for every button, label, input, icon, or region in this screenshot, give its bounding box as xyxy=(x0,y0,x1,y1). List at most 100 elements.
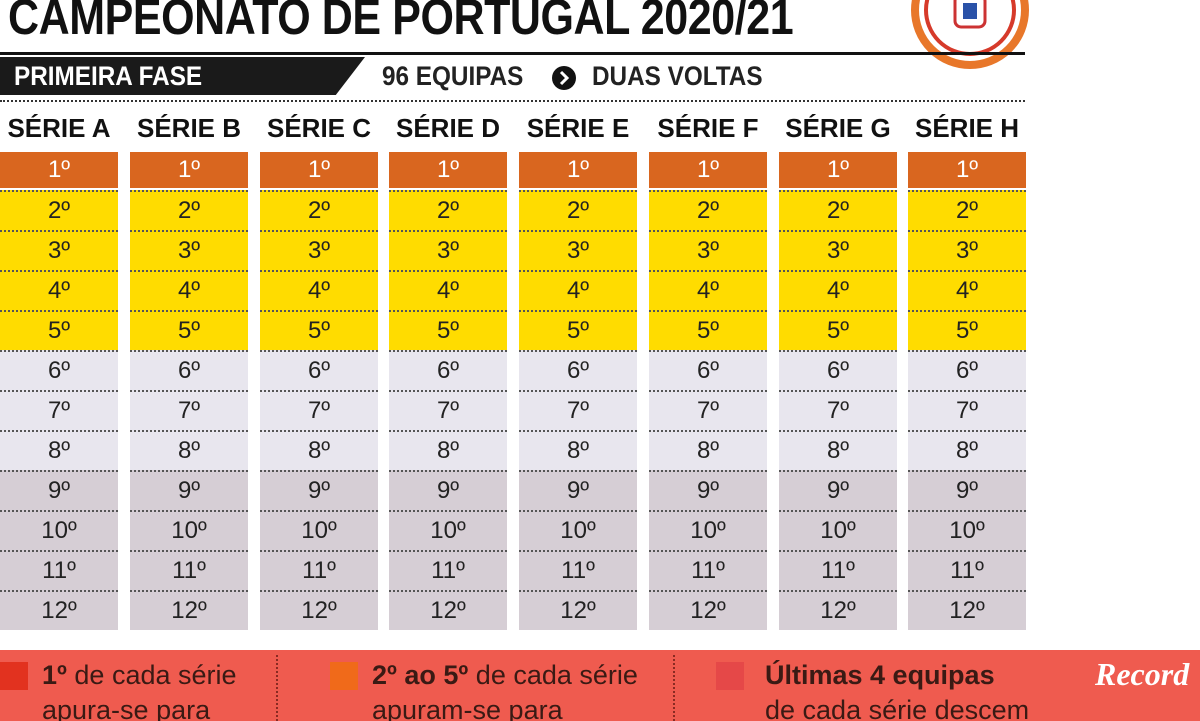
position-cell: 4º xyxy=(649,270,767,310)
position-cell: 1º xyxy=(0,152,118,188)
position-cell: 12º xyxy=(649,590,767,630)
divider xyxy=(673,655,675,721)
title: CAMPEONATO DE PORTUGAL 2020/21 xyxy=(8,0,794,45)
position-cell: 8º xyxy=(260,430,378,470)
position-cell: 11º xyxy=(389,550,507,590)
position-cell: 11º xyxy=(130,550,248,590)
position-cell: 12º xyxy=(0,590,118,630)
position-cell: 1º xyxy=(519,152,637,188)
position-cell: 10º xyxy=(519,510,637,550)
column-header: SÉRIE G xyxy=(785,113,891,143)
position-cell: 1º xyxy=(779,152,897,188)
position-cell: 4º xyxy=(130,270,248,310)
legend-line: apura-se para xyxy=(42,695,211,721)
position-cell: 5º xyxy=(260,310,378,350)
legend-text: 2º ao 5º de cada série xyxy=(372,658,638,693)
position-cell: 10º xyxy=(389,510,507,550)
column-header: SÉRIE C xyxy=(266,113,372,143)
column-header: SÉRIE F xyxy=(657,113,759,143)
position-cell: 6º xyxy=(389,350,507,390)
legend-bold: 1º xyxy=(42,660,67,690)
position-cell: 9º xyxy=(0,470,118,510)
teams: 96 EQUIPAS xyxy=(382,61,524,91)
legend-swatch xyxy=(716,662,744,690)
legend-text: 1º de cada série xyxy=(42,658,237,693)
position-cell: 1º xyxy=(130,152,248,188)
position-cell: 2º xyxy=(389,190,507,230)
position-cell: 9º xyxy=(130,470,248,510)
position-cell: 2º xyxy=(0,190,118,230)
legend-swatch xyxy=(330,662,358,690)
column-header: SÉRIE A xyxy=(7,113,111,143)
position-cell: 4º xyxy=(389,270,507,310)
legend-band xyxy=(0,650,1200,721)
logo xyxy=(911,0,1029,69)
phase-band: PRIMEIRA FASE xyxy=(0,57,365,95)
position-cell: 4º xyxy=(0,270,118,310)
position-cell: 1º xyxy=(260,152,378,188)
position-cell: 10º xyxy=(260,510,378,550)
column-header: SÉRIE H xyxy=(914,113,1020,143)
arrow-icon xyxy=(552,66,576,90)
position-cell: 9º xyxy=(779,470,897,510)
legend-text: Últimas 4 equipas xyxy=(765,658,995,693)
position-cell: 3º xyxy=(130,230,248,270)
position-cell: 5º xyxy=(649,310,767,350)
position-cell: 7º xyxy=(779,390,897,430)
position-cell: 8º xyxy=(649,430,767,470)
position-cell: 5º xyxy=(779,310,897,350)
position-cell: 9º xyxy=(519,470,637,510)
position-cell: 12º xyxy=(519,590,637,630)
position-cell: 7º xyxy=(260,390,378,430)
position-cell: 7º xyxy=(519,390,637,430)
position-cell: 7º xyxy=(649,390,767,430)
position-cell: 3º xyxy=(649,230,767,270)
position-cell: 12º xyxy=(389,590,507,630)
position-cell: 2º xyxy=(649,190,767,230)
brand: Record xyxy=(1095,656,1190,692)
position-cell: 7º xyxy=(389,390,507,430)
position-cell: 6º xyxy=(779,350,897,390)
position-cell: 9º xyxy=(908,470,1026,510)
position-cell: 12º xyxy=(779,590,897,630)
position-cell: 3º xyxy=(260,230,378,270)
position-cell: 6º xyxy=(260,350,378,390)
position-cell: 6º xyxy=(649,350,767,390)
position-cell: 1º xyxy=(389,152,507,188)
legend-bold: 2º ao 5º xyxy=(372,660,469,690)
position-cell: 5º xyxy=(389,310,507,350)
position-cell: 12º xyxy=(130,590,248,630)
position-cell: 3º xyxy=(519,230,637,270)
position-cell: 11º xyxy=(908,550,1026,590)
position-cell: 11º xyxy=(260,550,378,590)
format: DUAS VOLTAS xyxy=(592,61,763,91)
position-cell: 1º xyxy=(908,152,1026,188)
legend-line: apuram-se para xyxy=(372,695,563,721)
position-cell: 8º xyxy=(130,430,248,470)
position-cell: 11º xyxy=(649,550,767,590)
position-cell: 3º xyxy=(389,230,507,270)
position-cell: 8º xyxy=(779,430,897,470)
position-cell: 2º xyxy=(130,190,248,230)
position-cell: 12º xyxy=(260,590,378,630)
position-cell: 4º xyxy=(260,270,378,310)
position-cell: 11º xyxy=(0,550,118,590)
position-cell: 2º xyxy=(908,190,1026,230)
legend-swatch xyxy=(0,662,28,690)
position-cell: 7º xyxy=(130,390,248,430)
position-cell: 12º xyxy=(908,590,1026,630)
position-cell: 6º xyxy=(130,350,248,390)
position-cell: 4º xyxy=(908,270,1026,310)
position-cell: 10º xyxy=(130,510,248,550)
position-cell: 10º xyxy=(0,510,118,550)
legend-text: de cada série xyxy=(475,660,638,690)
position-cell: 5º xyxy=(519,310,637,350)
position-cell: 3º xyxy=(0,230,118,270)
position-cell: 8º xyxy=(389,430,507,470)
position-cell: 5º xyxy=(908,310,1026,350)
legend-bold: Últimas 4 equipas xyxy=(765,660,995,690)
divider xyxy=(276,655,278,721)
position-cell: 6º xyxy=(908,350,1026,390)
position-cell: 10º xyxy=(908,510,1026,550)
